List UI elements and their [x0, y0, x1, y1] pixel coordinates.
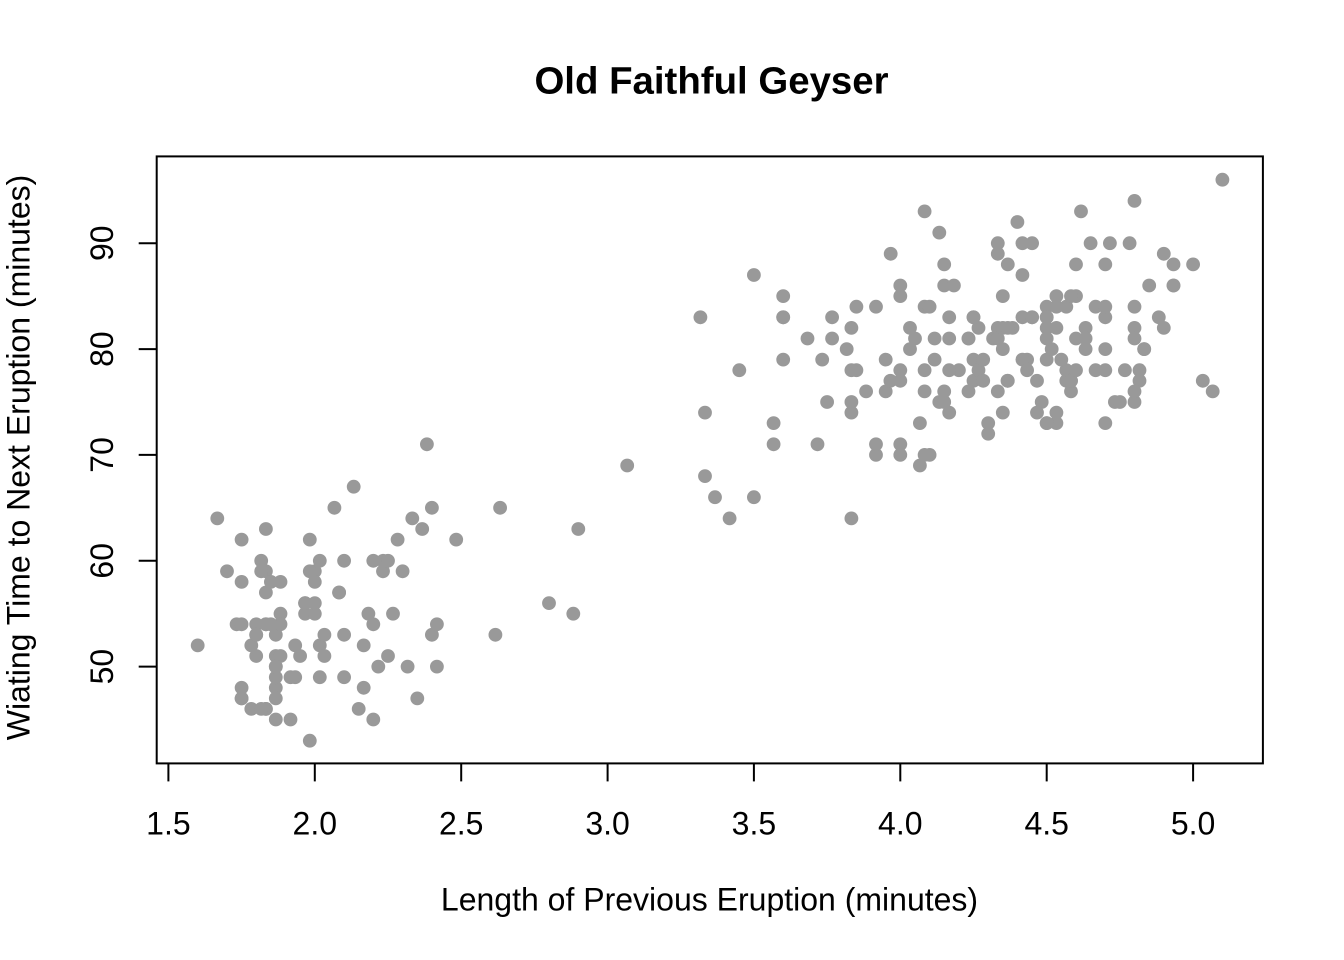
svg-text:50: 50	[84, 649, 120, 685]
svg-text:2.5: 2.5	[439, 805, 483, 841]
svg-text:90: 90	[84, 225, 120, 261]
svg-text:5.0: 5.0	[1171, 805, 1215, 841]
svg-text:4.0: 4.0	[878, 805, 922, 841]
svg-text:3.0: 3.0	[585, 805, 629, 841]
svg-text:Old Faithful Geyser: Old Faithful Geyser	[534, 60, 888, 103]
svg-text:1.5: 1.5	[146, 805, 190, 841]
svg-text:60: 60	[84, 543, 120, 579]
svg-text:2.0: 2.0	[293, 805, 337, 841]
svg-text:Length of Previous Eruption (m: Length of Previous Eruption (minutes)	[441, 881, 978, 917]
svg-text:3.5: 3.5	[732, 805, 776, 841]
svg-text:70: 70	[84, 437, 120, 473]
svg-text:80: 80	[84, 331, 120, 367]
svg-text:Wiating Time to Next Eruption: Wiating Time to Next Eruption (minutes)	[0, 175, 36, 741]
svg-text:4.5: 4.5	[1024, 805, 1068, 841]
